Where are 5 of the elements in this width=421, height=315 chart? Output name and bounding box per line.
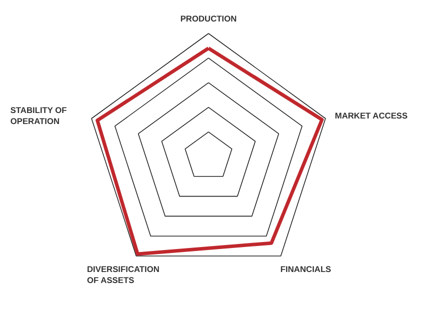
spoke-label: MARKET ACCESS <box>334 110 408 120</box>
spoke-label: PRODUCTION <box>180 14 237 24</box>
spoke-label: FINANCIALS <box>280 264 332 274</box>
spoke-label: STABILITY OF OPERATION <box>10 104 67 126</box>
spoke-label: DIVERSIFICATION OF ASSETS <box>87 264 160 285</box>
